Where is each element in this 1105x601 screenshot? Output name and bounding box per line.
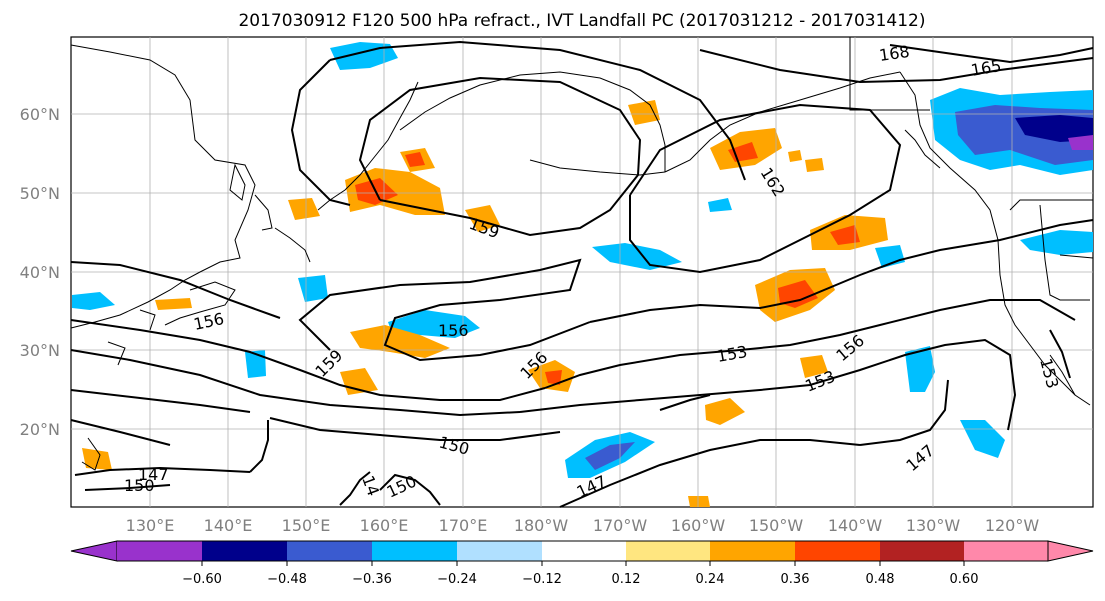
lon-tick-label: 130°E bbox=[126, 516, 175, 535]
contour-label: 168 bbox=[878, 42, 911, 65]
anomaly-patch-positive bbox=[545, 370, 562, 385]
anomaly-patch-positive bbox=[800, 355, 828, 378]
lat-tick-label: 50°N bbox=[20, 184, 60, 203]
colorbar: −0.60 −0.48 −0.36 −0.24 −0.12 0.12 0.24 … bbox=[70, 540, 1094, 587]
anomaly-patch-negative bbox=[875, 245, 905, 268]
lon-tick-label: 180°W bbox=[514, 516, 569, 535]
lat-tick-label: 40°N bbox=[20, 263, 60, 282]
lon-tick-label: 170°W bbox=[593, 516, 648, 535]
colorbar-extend-low bbox=[70, 540, 118, 562]
lon-tick-label: 140°E bbox=[204, 516, 253, 535]
anomaly-patch-negative bbox=[1015, 115, 1093, 142]
colorbar-segment bbox=[710, 541, 795, 561]
colorbar-segment bbox=[287, 541, 372, 561]
contour-label: 147 bbox=[138, 465, 169, 484]
colorbar-tick-label: −0.60 bbox=[182, 572, 222, 587]
colorbar-segment bbox=[117, 541, 202, 561]
colorbar-outline bbox=[117, 540, 1048, 562]
lon-tick-label: 130°W bbox=[906, 516, 961, 535]
lon-tick-label: 120°W bbox=[985, 516, 1040, 535]
map-panel: 168 165 162 159 156 156 156 156 159 153 … bbox=[20, 36, 1094, 535]
colorbar-tick-label: −0.24 bbox=[437, 572, 477, 587]
anomaly-patch-negative bbox=[72, 292, 115, 310]
colorbar-segment bbox=[457, 541, 542, 561]
colorbar-segment bbox=[880, 541, 964, 561]
anomaly-patch-positive bbox=[830, 225, 860, 245]
anomaly-patch-positive bbox=[805, 158, 824, 172]
anomaly-patch-negative bbox=[708, 198, 732, 212]
colorbar-segment bbox=[964, 541, 1048, 561]
lon-tick-label: 150°W bbox=[749, 516, 804, 535]
anomaly-patch-negative bbox=[1068, 135, 1093, 150]
anomaly-patch-positive bbox=[82, 448, 112, 470]
anomaly-patch-negative bbox=[592, 243, 682, 270]
colorbar-segment bbox=[372, 541, 457, 561]
lon-tick-label: 170°E bbox=[439, 516, 488, 535]
colorbar-segment bbox=[795, 541, 880, 561]
contour-label: 156 bbox=[438, 321, 469, 340]
colorbar-tick-label: 0.12 bbox=[612, 572, 641, 587]
lon-tick-label: 160°W bbox=[671, 516, 726, 535]
latitude-labels: 60°N 50°N 40°N 30°N 20°N bbox=[20, 105, 60, 439]
longitude-labels: 130°E 140°E 150°E 160°E 170°E 180°W 170°… bbox=[126, 516, 1040, 535]
anomaly-patch-positive bbox=[465, 205, 500, 232]
colorbar-segment bbox=[626, 541, 710, 561]
lat-tick-label: 60°N bbox=[20, 105, 60, 124]
colorbar-ticks bbox=[201, 561, 965, 566]
anomaly-patch-positive bbox=[628, 100, 660, 125]
anomaly-patch-negative bbox=[585, 442, 635, 470]
anomaly-patch-positive bbox=[405, 152, 425, 167]
height-contours bbox=[70, 40, 1094, 508]
lon-tick-label: 140°W bbox=[828, 516, 883, 535]
anomaly-patch-positive bbox=[155, 298, 192, 310]
lon-tick-label: 160°E bbox=[360, 516, 409, 535]
colorbar-tick-label: −0.48 bbox=[267, 572, 307, 587]
anomaly-patch-negative bbox=[330, 42, 398, 70]
map-title: 2017030912 F120 500 hPa refract., IVT La… bbox=[238, 11, 925, 31]
anomaly-patch-positive bbox=[705, 398, 745, 425]
colorbar-tick-label: 0.36 bbox=[781, 572, 810, 587]
anomaly-patch-negative bbox=[388, 310, 480, 338]
colorbar-tick-label: −0.12 bbox=[522, 572, 562, 587]
lon-tick-label: 150°E bbox=[282, 516, 331, 535]
anomaly-patch-positive bbox=[778, 280, 818, 308]
anomaly-fill-layer bbox=[72, 42, 1093, 507]
colorbar-tick-label: 0.24 bbox=[696, 572, 725, 587]
anomaly-patch-negative bbox=[905, 346, 935, 392]
anomaly-patch-positive bbox=[688, 496, 710, 507]
colorbar-tick-label: 0.60 bbox=[950, 572, 979, 587]
anomaly-patch-negative bbox=[1020, 230, 1093, 255]
colorbar-extend-high bbox=[1047, 540, 1094, 562]
lat-tick-label: 20°N bbox=[20, 420, 60, 439]
contour-label: 150 bbox=[124, 476, 155, 495]
anomaly-patch-positive bbox=[788, 150, 802, 162]
colorbar-segment bbox=[202, 541, 287, 561]
anomaly-patch-positive bbox=[288, 198, 320, 220]
colorbar-tick-label: 0.48 bbox=[866, 572, 895, 587]
colorbar-segment bbox=[542, 541, 626, 561]
anomaly-patch-negative bbox=[960, 420, 1005, 458]
lat-tick-label: 30°N bbox=[20, 341, 60, 360]
anomaly-patch-negative bbox=[298, 275, 328, 302]
colorbar-tick-label: −0.36 bbox=[352, 572, 392, 587]
anomaly-patch-negative bbox=[245, 350, 266, 378]
